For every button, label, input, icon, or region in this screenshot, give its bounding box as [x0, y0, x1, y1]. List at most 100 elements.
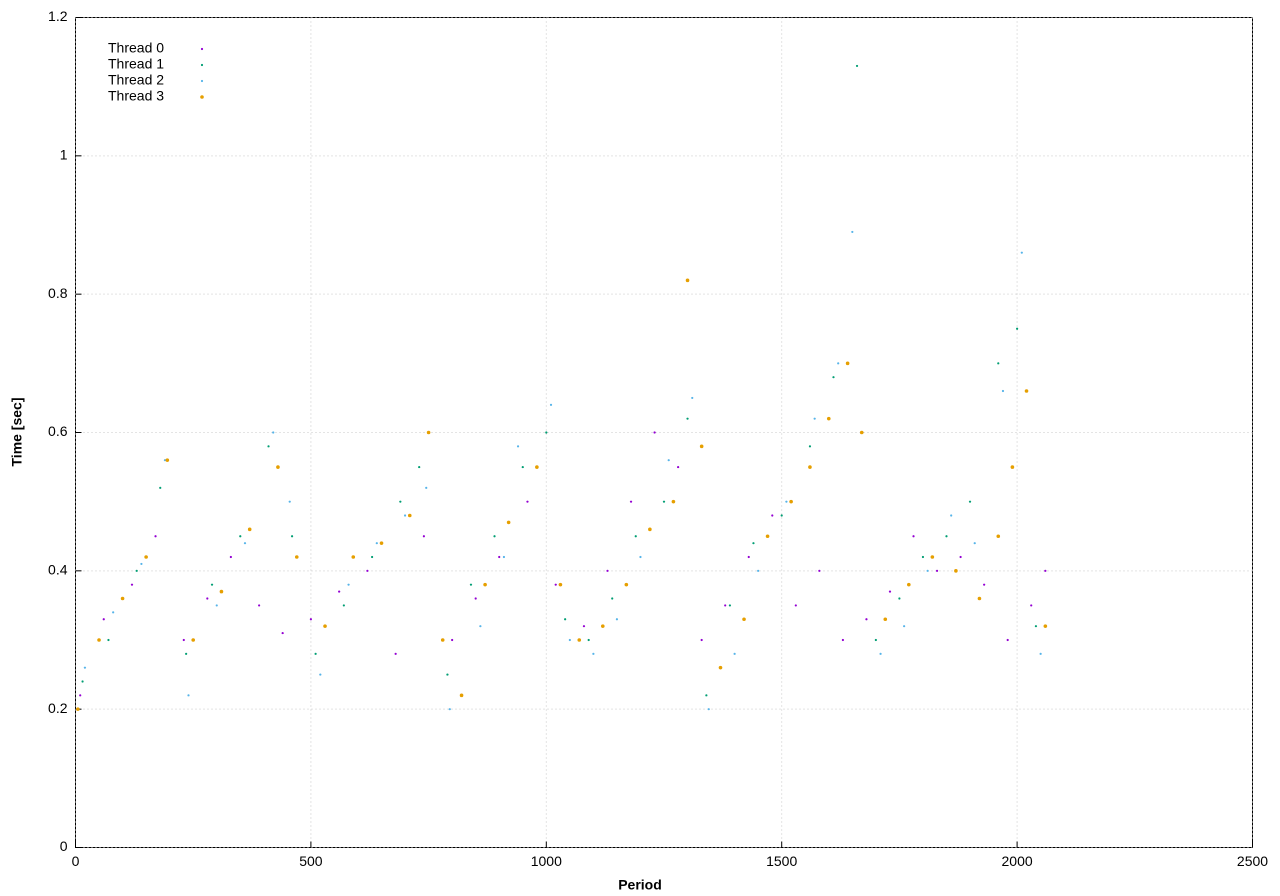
x-tick-label: 0 [72, 853, 80, 869]
data-point [309, 618, 312, 621]
data-point [469, 583, 473, 586]
data-point [1024, 389, 1029, 393]
data-point [639, 555, 642, 559]
data-point [281, 631, 284, 635]
data-point [526, 500, 529, 503]
data-point [752, 542, 755, 545]
data-point [592, 652, 595, 655]
data-point [600, 624, 605, 628]
legend-marker [200, 63, 204, 67]
data-point [808, 445, 812, 448]
data-point [624, 582, 629, 587]
data-point [294, 555, 299, 559]
data-point [163, 459, 167, 462]
y-axis-title: Time [sec] [9, 398, 25, 467]
data-point [785, 500, 788, 503]
data-point [319, 673, 322, 676]
data-point [926, 569, 929, 572]
data-point [997, 362, 1000, 365]
data-point [1043, 624, 1048, 628]
data-point [977, 596, 982, 601]
x-axis-title: Period [618, 877, 662, 893]
data-point [898, 597, 901, 600]
data-point [907, 582, 911, 587]
data-point [1034, 625, 1038, 628]
data-point [371, 555, 374, 559]
data-point [79, 694, 82, 697]
legend-marker [200, 95, 204, 99]
legend-marker [200, 79, 204, 83]
data-point [258, 604, 261, 607]
data-point [120, 596, 125, 601]
data-point [403, 514, 407, 517]
data-point [879, 652, 882, 655]
data-point [144, 555, 148, 559]
data-point [1039, 652, 1042, 655]
data-point [272, 431, 275, 434]
data-point [615, 618, 619, 621]
data-point [1001, 389, 1005, 393]
data-point [351, 555, 356, 559]
data-point [771, 514, 774, 517]
data-point [653, 431, 656, 434]
data-point [521, 465, 524, 469]
data-point [855, 64, 859, 68]
x-tick-label: 1500 [766, 853, 797, 869]
data-point [558, 582, 563, 587]
data-point [973, 542, 976, 545]
data-point [818, 569, 821, 572]
data-point [996, 534, 1001, 539]
data-point [671, 499, 676, 504]
data-point [247, 527, 252, 532]
data-point [912, 535, 915, 538]
data-point [474, 597, 477, 600]
data-point [288, 500, 291, 503]
data-point [426, 430, 431, 435]
data-point [135, 569, 138, 572]
data-point [239, 535, 242, 538]
data-point [577, 638, 582, 642]
data-point [747, 555, 750, 559]
data-point [399, 500, 402, 503]
data-point [516, 445, 520, 448]
data-point [448, 708, 451, 711]
data-point [394, 652, 397, 655]
legend-label: Thread 0 [108, 40, 164, 56]
data-point [874, 638, 877, 642]
data-point [699, 444, 704, 449]
data-point [165, 458, 170, 462]
data-point [479, 625, 482, 628]
data-point [564, 618, 567, 621]
data-point [107, 638, 110, 642]
data-point [375, 542, 378, 545]
data-point [691, 396, 694, 400]
data-point [112, 611, 115, 614]
data-point [794, 604, 797, 607]
data-point [206, 597, 209, 600]
data-point [493, 535, 496, 538]
data-point [845, 361, 850, 366]
data-point [950, 514, 953, 517]
data-point [407, 513, 412, 518]
legend-label: Thread 3 [108, 88, 164, 104]
data-point [210, 583, 214, 586]
y-tick-label: 0.2 [48, 700, 68, 716]
data-point [446, 673, 449, 676]
data-point [945, 535, 948, 538]
data-point [587, 638, 590, 642]
data-point [883, 617, 888, 622]
data-point [808, 465, 812, 469]
data-point [629, 500, 633, 503]
data-point [1010, 465, 1015, 469]
data-point [81, 680, 84, 683]
data-point [182, 638, 185, 642]
data-point [187, 694, 190, 697]
data-point [191, 638, 195, 642]
data-point [102, 618, 105, 621]
data-point [954, 569, 958, 573]
data-point [418, 465, 421, 469]
data-point [832, 376, 835, 379]
data-point [97, 638, 101, 642]
data-point [185, 652, 188, 655]
data-point [535, 465, 539, 469]
